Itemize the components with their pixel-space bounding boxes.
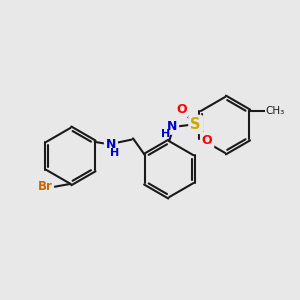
Text: N: N <box>167 120 177 133</box>
Text: H: H <box>110 148 119 158</box>
Text: O: O <box>202 134 212 147</box>
Text: Br: Br <box>38 180 52 193</box>
Text: H: H <box>161 129 170 140</box>
Text: CH₃: CH₃ <box>266 106 285 116</box>
Text: O: O <box>176 103 187 116</box>
Text: N: N <box>106 138 116 151</box>
Text: S: S <box>190 117 201 132</box>
